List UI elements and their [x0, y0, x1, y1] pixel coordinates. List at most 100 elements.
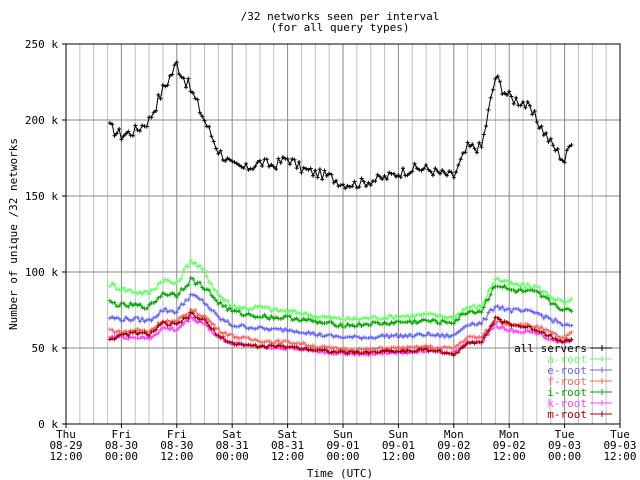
data-point [165, 293, 170, 298]
x-tick-label: 09-02 [437, 439, 470, 452]
data-point [167, 323, 172, 328]
data-point [456, 317, 461, 322]
data-point [274, 167, 279, 172]
data-point [567, 339, 572, 344]
data-point [179, 314, 184, 319]
data-point [334, 333, 339, 338]
data-point [297, 310, 302, 315]
data-point [426, 349, 431, 354]
data-point [234, 161, 239, 166]
data-point [391, 316, 396, 321]
data-point [426, 167, 431, 172]
legend-marker [599, 389, 605, 395]
data-point [260, 315, 265, 320]
x-tick-label: 00:00 [326, 450, 359, 463]
data-point [285, 156, 290, 161]
data-point [167, 292, 172, 297]
data-point [334, 178, 339, 183]
data-point [551, 296, 556, 301]
data-point [211, 327, 216, 331]
data-point [251, 167, 255, 172]
data-point [511, 101, 516, 106]
data-point [426, 318, 431, 323]
data-point [373, 314, 378, 319]
data-point [495, 74, 500, 79]
data-point [124, 289, 128, 294]
data-point [357, 317, 362, 322]
data-point [195, 315, 200, 320]
data-point [151, 110, 156, 115]
data-point [458, 157, 463, 162]
x-tick-label: 09-02 [493, 439, 526, 452]
data-point [218, 300, 223, 305]
data-point [202, 267, 207, 272]
data-point [345, 183, 350, 188]
data-point [384, 332, 389, 337]
data-point [181, 287, 186, 292]
data-point [341, 349, 345, 354]
data-point [262, 340, 267, 345]
data-point [398, 332, 403, 337]
data-point [135, 303, 140, 308]
data-point [121, 318, 126, 323]
data-point [507, 329, 512, 334]
data-point [389, 314, 394, 319]
data-point [147, 292, 152, 297]
data-point [405, 173, 410, 178]
data-point [551, 330, 556, 335]
data-point [160, 325, 165, 330]
data-point [174, 295, 179, 300]
data-point [424, 346, 429, 351]
data-point [495, 304, 500, 308]
data-point [137, 128, 142, 133]
data-point [304, 345, 309, 350]
data-point [214, 288, 218, 293]
data-point [322, 314, 327, 319]
data-point [121, 335, 126, 340]
data-point [117, 127, 122, 131]
data-point [211, 295, 216, 300]
data-point [204, 302, 209, 307]
data-point [507, 287, 512, 292]
data-point [197, 280, 202, 285]
data-point [541, 334, 546, 339]
data-point [281, 316, 285, 320]
data-point [179, 286, 184, 291]
data-point [507, 306, 512, 311]
data-point [269, 309, 274, 314]
data-point [184, 284, 188, 289]
data-point [465, 305, 470, 309]
data-point [241, 323, 246, 328]
data-point [493, 76, 498, 81]
data-point [350, 184, 355, 189]
data-point [253, 342, 258, 347]
data-point [167, 73, 172, 78]
data-point [419, 318, 424, 323]
data-point [373, 349, 378, 354]
data-point [158, 96, 163, 101]
series-line [109, 308, 572, 352]
data-point [523, 289, 528, 293]
data-point [241, 334, 246, 339]
data-point [338, 322, 343, 327]
data-point [163, 84, 168, 89]
data-point [528, 308, 532, 313]
data-point [454, 350, 459, 355]
data-point [294, 316, 299, 321]
data-point [394, 332, 399, 337]
data-point [421, 317, 426, 322]
data-point [137, 302, 142, 307]
data-point [211, 322, 216, 327]
data-point [107, 316, 112, 321]
data-point [149, 335, 154, 340]
data-point [511, 330, 516, 334]
data-point [514, 290, 519, 295]
data-point [327, 344, 332, 349]
data-point [454, 313, 459, 318]
data-point [447, 169, 452, 174]
data-point [186, 316, 191, 321]
data-point [230, 332, 235, 337]
data-point [509, 94, 514, 99]
data-point [202, 313, 207, 318]
data-point [553, 302, 558, 307]
